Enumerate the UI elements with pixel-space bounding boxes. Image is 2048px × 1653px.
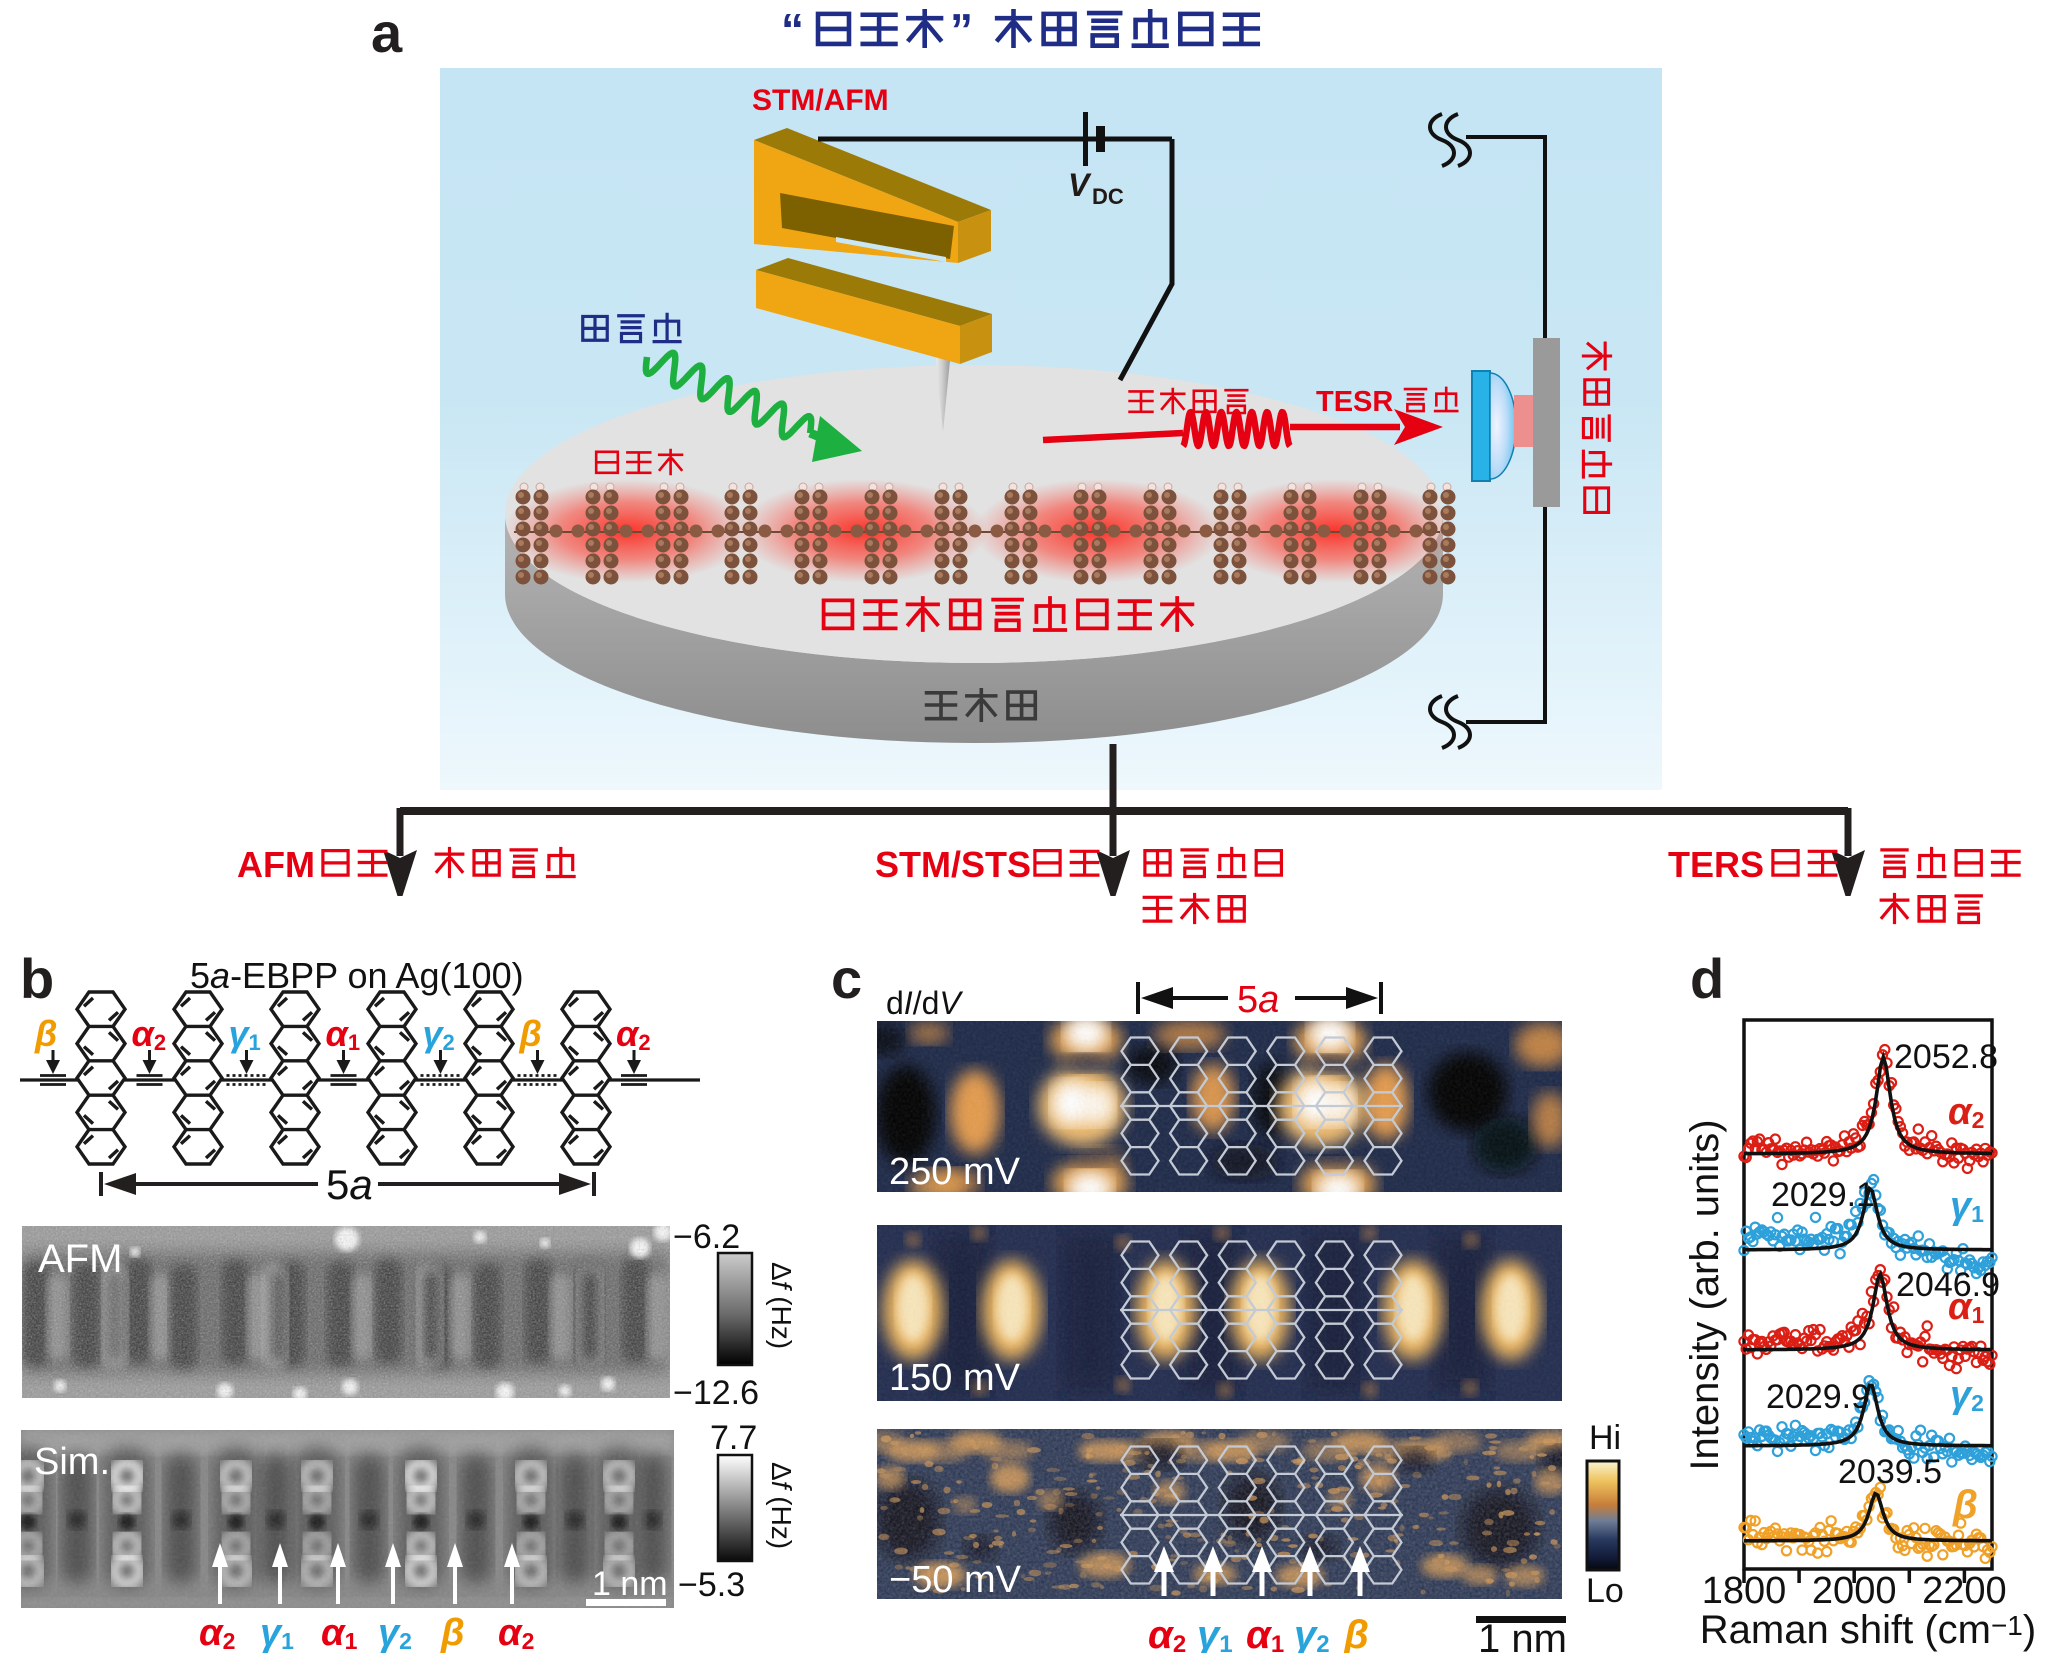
svg-text:α2: α2 xyxy=(616,1013,651,1055)
svg-text:2200: 2200 xyxy=(1922,1570,2007,1612)
svg-text:1 nm: 1 nm xyxy=(1478,1617,1567,1653)
svg-text:−50 mV: −50 mV xyxy=(889,1559,1022,1601)
svg-text:d: d xyxy=(1690,947,1724,1010)
svg-text:β: β xyxy=(34,1013,57,1054)
svg-text:Intensity (arb. units): Intensity (arb. units) xyxy=(1683,1119,1727,1470)
svg-text:γ1: γ1 xyxy=(260,1612,294,1653)
svg-text:2029.1: 2029.1 xyxy=(1771,1176,1875,1214)
svg-text:β: β xyxy=(519,1013,542,1054)
svg-text:Raman shift (cm−1): Raman shift (cm−1) xyxy=(1700,1608,2036,1652)
svg-text:7.7: 7.7 xyxy=(710,1419,757,1457)
svg-text:α1: α1 xyxy=(326,1013,361,1055)
svg-text:Δf (Hz): Δf (Hz) xyxy=(766,1262,797,1349)
svg-text:β: β xyxy=(1343,1613,1369,1653)
svg-text:Δf (Hz): Δf (Hz) xyxy=(766,1462,797,1549)
svg-text:250 mV: 250 mV xyxy=(889,1151,1021,1193)
svg-text:”: ” xyxy=(950,4,973,56)
svg-text:“: “ xyxy=(781,4,804,56)
svg-text:c: c xyxy=(831,947,862,1010)
svg-text:α2: α2 xyxy=(1948,1091,1984,1133)
svg-text:2052.8: 2052.8 xyxy=(1894,1038,1998,1076)
svg-text:AFM: AFM xyxy=(237,844,315,885)
svg-text:b: b xyxy=(20,947,54,1010)
svg-text:Sim.: Sim. xyxy=(34,1441,110,1483)
svg-text:Lo: Lo xyxy=(1586,1572,1624,1610)
svg-text:5a-EBPP on Ag(100): 5a-EBPP on Ag(100) xyxy=(190,955,524,996)
svg-text:γ2: γ2 xyxy=(423,1013,455,1055)
svg-text:α1: α1 xyxy=(321,1612,358,1653)
svg-text:dI/dV: dI/dV xyxy=(886,985,963,1021)
svg-text:2039.5: 2039.5 xyxy=(1838,1453,1942,1491)
svg-text:STM/STS: STM/STS xyxy=(875,844,1031,885)
svg-text:α2: α2 xyxy=(132,1013,167,1055)
svg-text:α2: α2 xyxy=(1148,1613,1186,1653)
svg-text:1800: 1800 xyxy=(1702,1570,1787,1612)
svg-text:α2: α2 xyxy=(199,1612,235,1653)
svg-text:−5.3: −5.3 xyxy=(678,1566,745,1604)
svg-text:a: a xyxy=(371,1,403,64)
svg-text:β: β xyxy=(1952,1483,1978,1527)
svg-text:γ1: γ1 xyxy=(1197,1613,1233,1653)
svg-text:2029.9: 2029.9 xyxy=(1766,1378,1870,1416)
svg-text:DC: DC xyxy=(1092,184,1124,209)
svg-text:STM/AFM: STM/AFM xyxy=(752,84,889,117)
svg-text:γ1: γ1 xyxy=(229,1013,261,1055)
svg-text:1 nm: 1 nm xyxy=(592,1565,668,1603)
svg-text:5a: 5a xyxy=(1237,979,1279,1021)
svg-text:−12.6: −12.6 xyxy=(673,1374,759,1412)
svg-text:AFM: AFM xyxy=(38,1237,122,1281)
svg-text:γ2: γ2 xyxy=(1294,1613,1330,1653)
svg-text:−6.2: −6.2 xyxy=(673,1218,740,1256)
svg-text:Hi: Hi xyxy=(1589,1419,1621,1457)
svg-text:2000: 2000 xyxy=(1812,1570,1897,1612)
svg-text:β: β xyxy=(440,1612,465,1653)
svg-text:5a: 5a xyxy=(326,1161,373,1208)
svg-text:TESR: TESR xyxy=(1316,386,1393,418)
svg-text:γ2: γ2 xyxy=(378,1612,412,1653)
svg-text:TERS: TERS xyxy=(1668,844,1764,885)
svg-text:2046.9: 2046.9 xyxy=(1896,1266,2000,1304)
svg-text:V: V xyxy=(1068,167,1092,203)
svg-text:α1: α1 xyxy=(1246,1613,1284,1653)
svg-text:α2: α2 xyxy=(498,1612,534,1653)
svg-text:150 mV: 150 mV xyxy=(889,1357,1021,1399)
